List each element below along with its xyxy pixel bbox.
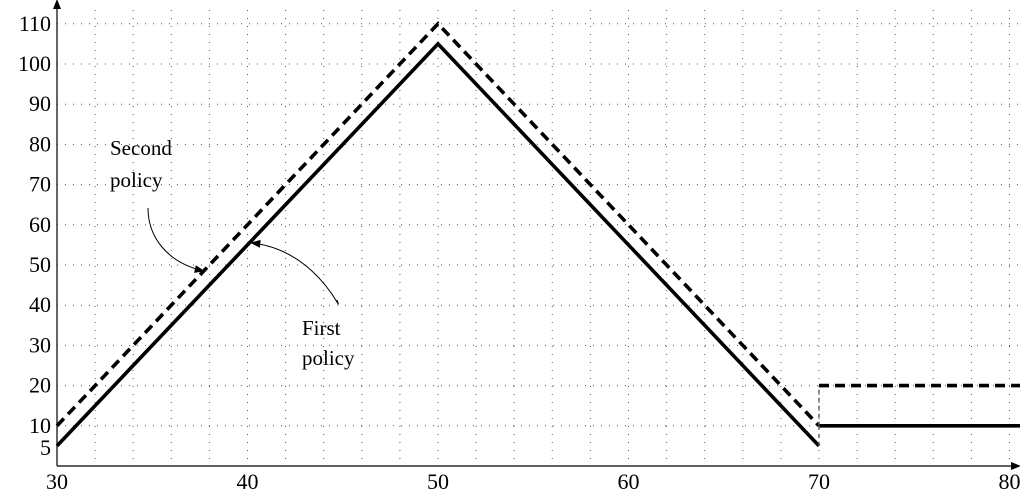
x-tick-label: 70 [808,469,830,494]
x-tick-label: 30 [46,469,68,494]
y-tick-label: 60 [29,212,51,237]
tick-labels: 30 40 50 60 70 80 510 20 30 40 50 60 70 80 90 100 110 [18,11,1020,494]
x-tick-label: 40 [237,469,259,494]
annotation-second-arrow [147,207,205,273]
annotation-first-arrow [250,239,339,305]
y-tick-label: 20 [29,373,51,398]
y-tick-label: 30 [29,332,51,357]
annotation-second-policy: Second policy [110,136,205,273]
annotation-second-text: Second [110,136,172,160]
annotation-first-text: policy [302,346,355,370]
x-tick-label: 80 [999,469,1020,494]
y-tick-label: 90 [29,91,51,116]
annotations: Second policy First policy [110,136,355,370]
axes [53,0,1020,470]
x-tick-label: 50 [427,469,449,494]
y-tick-label: 40 [29,292,51,317]
annotation-first-policy: First policy [250,239,355,370]
series-second-segment [55,21,821,428]
series-first-policy [55,41,1020,448]
y-tick-label: 110 [19,11,51,36]
y-tick-label: 80 [29,131,51,156]
y-tick-label: 100 [18,51,51,76]
y-tick-label: 5 [40,435,51,460]
y-tick-label: 50 [29,252,51,277]
grid [57,10,1019,466]
y-tick-label: 70 [29,172,51,197]
series-second-policy [55,21,1020,428]
y-tick-label: 10 [29,413,51,438]
annotation-first-text: First [302,316,341,340]
series-first-segment [55,41,821,448]
series [55,21,1020,448]
annotation-second-text: policy [110,168,163,192]
x-tick-label: 60 [618,469,640,494]
